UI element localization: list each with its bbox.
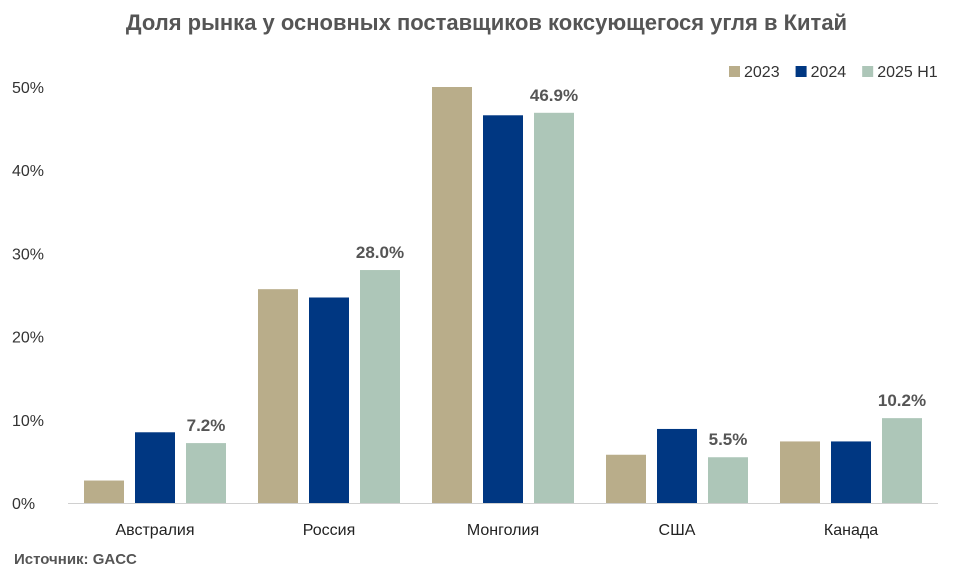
data-label: 5.5% — [709, 430, 748, 449]
x-tick-label: Монголия — [467, 522, 539, 539]
x-tick-label: США — [659, 522, 696, 539]
y-tick-label: 30% — [12, 246, 44, 263]
bar-2024-5 — [831, 441, 871, 503]
y-tick-label: 20% — [12, 330, 44, 347]
bar-2024-2 — [309, 297, 349, 503]
y-tick-label: 50% — [12, 80, 44, 97]
legend-swatch — [862, 66, 874, 77]
source-note: Источник: GACC — [14, 551, 137, 568]
x-tick-label: Канада — [824, 522, 878, 539]
legend-swatch — [729, 66, 740, 77]
x-tick-label: Австралия — [115, 522, 194, 539]
bar-2025-h1-3 — [534, 112, 574, 504]
data-label: 10.2% — [878, 391, 926, 410]
bar-2024-4 — [657, 428, 697, 503]
y-tick-label: 10% — [12, 413, 44, 430]
bar-2024-1 — [135, 432, 175, 503]
bar-2023-4 — [606, 454, 646, 503]
legend-label: 2024 — [811, 64, 847, 81]
bar-2025-h1-4 — [708, 457, 748, 503]
chart-title: Доля рынка у основных поставщиков коксую… — [125, 10, 848, 35]
bar-2024-3 — [483, 115, 523, 504]
bar-2023-5 — [780, 441, 820, 503]
bar-2025-h1-1 — [186, 443, 226, 503]
bar-2025-h1-5 — [882, 418, 922, 503]
legend-label: 2025 H1 — [877, 64, 938, 81]
bar-2023-3 — [432, 87, 472, 503]
bar-2023-2 — [258, 289, 298, 503]
bar-2025-h1-2 — [360, 270, 400, 503]
data-label: 46.9% — [530, 86, 578, 105]
data-label: 7.2% — [187, 416, 226, 435]
bar-2023-1 — [84, 480, 124, 503]
y-tick-label: 0% — [12, 496, 35, 513]
y-tick-label: 40% — [12, 163, 44, 180]
x-tick-label: Россия — [303, 522, 355, 539]
data-label: 28.0% — [356, 243, 404, 262]
legend-swatch — [795, 66, 807, 77]
legend-label: 2023 — [744, 64, 780, 81]
